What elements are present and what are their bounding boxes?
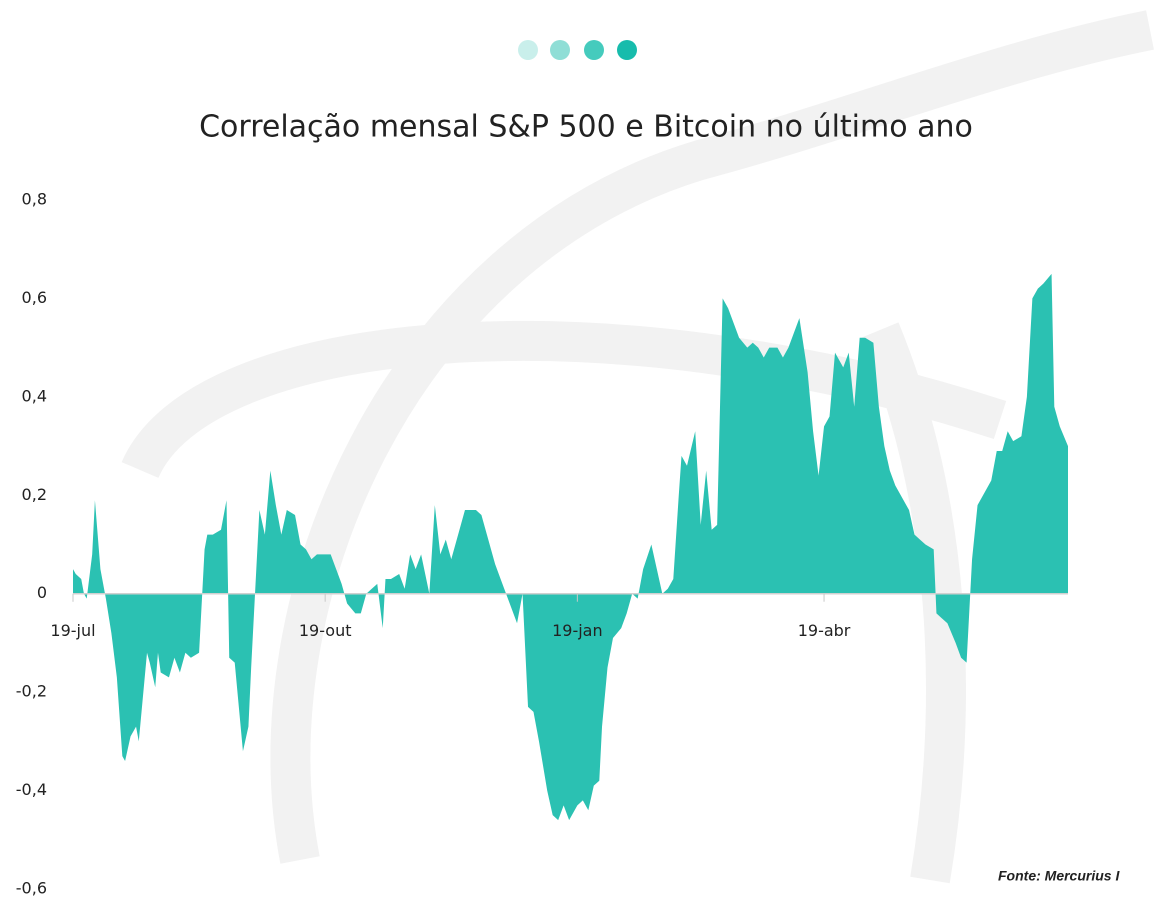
- source: Fonte: Mercurius I: [998, 868, 1120, 884]
- dot: [518, 40, 538, 60]
- y-tick-label: -0,4: [16, 780, 47, 799]
- chart: Correlação mensal S&P 500 e Bitcoin no ú…: [0, 0, 1157, 900]
- x-tick-label: 19-jul: [50, 621, 95, 640]
- y-tick-label: 0,6: [22, 288, 47, 307]
- chart-title: Correlação mensal S&P 500 e Bitcoin no ú…: [199, 110, 973, 145]
- x-tick-label: 19-abr: [798, 621, 851, 640]
- dot: [617, 40, 637, 60]
- y-tick-label: 0,2: [22, 485, 47, 504]
- y-tick-label: 0,4: [22, 386, 47, 405]
- y-tick-label: -0,6: [16, 879, 47, 898]
- pager-dots: [518, 40, 637, 60]
- dot: [550, 40, 570, 60]
- dot: [584, 40, 604, 60]
- y-tick-label: 0,8: [22, 190, 47, 209]
- x-tick-label: 19-jan: [552, 621, 603, 640]
- y-tick-label: 0: [37, 583, 47, 602]
- plot: -0,6 -0,4 -0,2 0 0,2 0,4 0,6 0,8 19-jul 19-out 19-…: [16, 190, 1068, 898]
- x-tick-label: 19-out: [299, 621, 352, 640]
- y-tick-label: -0,2: [16, 682, 47, 701]
